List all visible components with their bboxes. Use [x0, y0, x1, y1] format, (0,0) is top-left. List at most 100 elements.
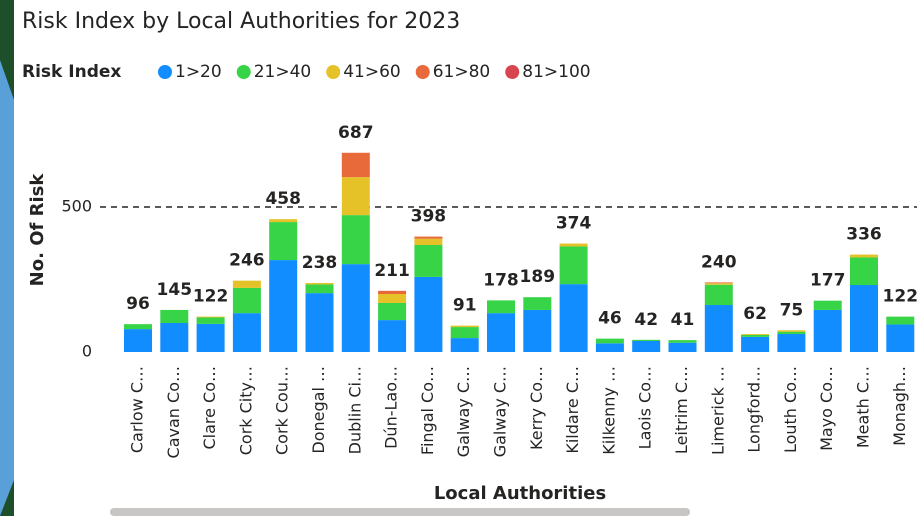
bar-segment — [341, 152, 370, 178]
bar-segment — [124, 329, 152, 352]
bar-segment — [595, 343, 624, 352]
bar-segment — [378, 320, 407, 352]
bar-segment — [378, 290, 407, 294]
bar-segment — [741, 334, 770, 335]
bar-segment — [414, 244, 443, 277]
bar-segment — [668, 342, 697, 352]
chart-title: Risk Index by Local Authorities for 2023 — [22, 9, 460, 34]
total-label: 246 — [229, 251, 265, 271]
bar-segment — [632, 339, 661, 341]
bar-segment — [196, 316, 225, 318]
x-tick-label: Galway C… — [491, 366, 510, 457]
bar-segment — [305, 293, 334, 352]
bar-segment — [704, 283, 733, 285]
legend-title: Risk Index — [22, 62, 121, 82]
x-tick-label: Clare Co… — [200, 366, 219, 450]
x-tick-label: Kilkenny … — [599, 366, 618, 455]
y-axis-title: No. Of Risk — [27, 173, 48, 287]
legend-label: 41>60 — [343, 62, 401, 82]
bar-segment — [559, 246, 588, 285]
bar-segment — [196, 317, 225, 324]
bar-segment — [777, 330, 806, 332]
bar-segment — [523, 297, 552, 310]
total-label: 336 — [846, 225, 882, 245]
legend-marker — [158, 65, 172, 79]
decor — [0, 60, 14, 516]
scrollbar[interactable] — [110, 508, 690, 516]
bar-segment — [886, 316, 915, 325]
bar-segment — [741, 336, 770, 352]
bar-segment — [668, 340, 697, 343]
bar-segment — [813, 300, 842, 310]
total-label: 122 — [193, 287, 229, 307]
bar-segment — [269, 260, 298, 352]
total-label: 41 — [671, 310, 695, 330]
x-tick-label: Monagh… — [890, 366, 909, 446]
bar-segment — [269, 222, 298, 261]
bar-segment — [160, 323, 189, 352]
bar-segment — [305, 282, 334, 285]
bar-segment — [341, 215, 370, 265]
x-tick-label: Cork Cou… — [273, 366, 292, 455]
bar-segment — [777, 331, 806, 335]
bar-segment — [341, 264, 370, 352]
bar-segment — [414, 238, 443, 245]
bar-segment — [414, 236, 443, 239]
bar-segment — [232, 280, 261, 288]
bar-segment — [632, 340, 661, 352]
bar-segment — [232, 313, 261, 352]
total-label: 398 — [411, 207, 447, 227]
bar-segment — [777, 334, 806, 352]
bar-segment — [886, 324, 915, 352]
bar-segment — [595, 338, 624, 344]
x-tick-label: Cork City… — [236, 366, 255, 455]
x-tick-label: Laois Co… — [636, 366, 655, 449]
x-tick-label: Galway C… — [454, 366, 473, 457]
total-label: 178 — [483, 270, 519, 290]
x-tick-label: Carlow C… — [128, 366, 147, 453]
x-tick-label: Donegal … — [309, 366, 328, 454]
x-axis-title: Local Authorities — [434, 483, 606, 504]
bar-segment — [850, 285, 878, 352]
total-label: 458 — [265, 189, 301, 209]
x-tick-label: Limerick … — [708, 366, 727, 455]
legend-label: 61>80 — [433, 62, 491, 82]
x-tick-label: Leitrim C… — [672, 366, 691, 454]
legend-label: 21>40 — [254, 62, 312, 82]
total-label: 122 — [883, 287, 917, 307]
bar-segment — [523, 309, 552, 352]
legend-marker — [236, 65, 251, 79]
bar-segment — [487, 300, 515, 314]
total-label: 75 — [780, 300, 804, 320]
bar-segment — [378, 294, 407, 303]
bar-segment — [741, 334, 770, 337]
legend-marker — [326, 65, 341, 79]
bar-segment — [850, 257, 878, 286]
bar-segment — [559, 243, 588, 247]
bar-segment — [124, 324, 152, 330]
bar-segment — [450, 327, 479, 339]
total-label: 145 — [157, 280, 193, 300]
total-label: 62 — [743, 304, 767, 324]
x-tick-label: Mayo Co… — [817, 366, 836, 451]
x-tick-label: Kerry Co… — [527, 366, 546, 450]
bar-segment — [232, 287, 261, 314]
legend-label: 81>100 — [522, 62, 590, 82]
x-tick-label: Dún-Lao… — [382, 366, 401, 449]
x-tick-label: Fingal Co… — [418, 366, 437, 455]
bar-segment — [704, 305, 733, 352]
total-label: 240 — [701, 252, 737, 272]
total-label: 687 — [338, 123, 374, 143]
total-label: 91 — [453, 296, 477, 316]
total-label: 189 — [520, 267, 556, 287]
bar-segment — [450, 325, 479, 328]
bar-segment — [341, 177, 370, 216]
total-label: 177 — [810, 271, 846, 291]
total-label: 46 — [598, 309, 622, 329]
total-label: 96 — [126, 294, 150, 314]
bar-segment — [450, 338, 479, 352]
total-label: 374 — [556, 214, 592, 234]
bar-segment — [813, 309, 842, 352]
bar-segment — [487, 313, 515, 352]
